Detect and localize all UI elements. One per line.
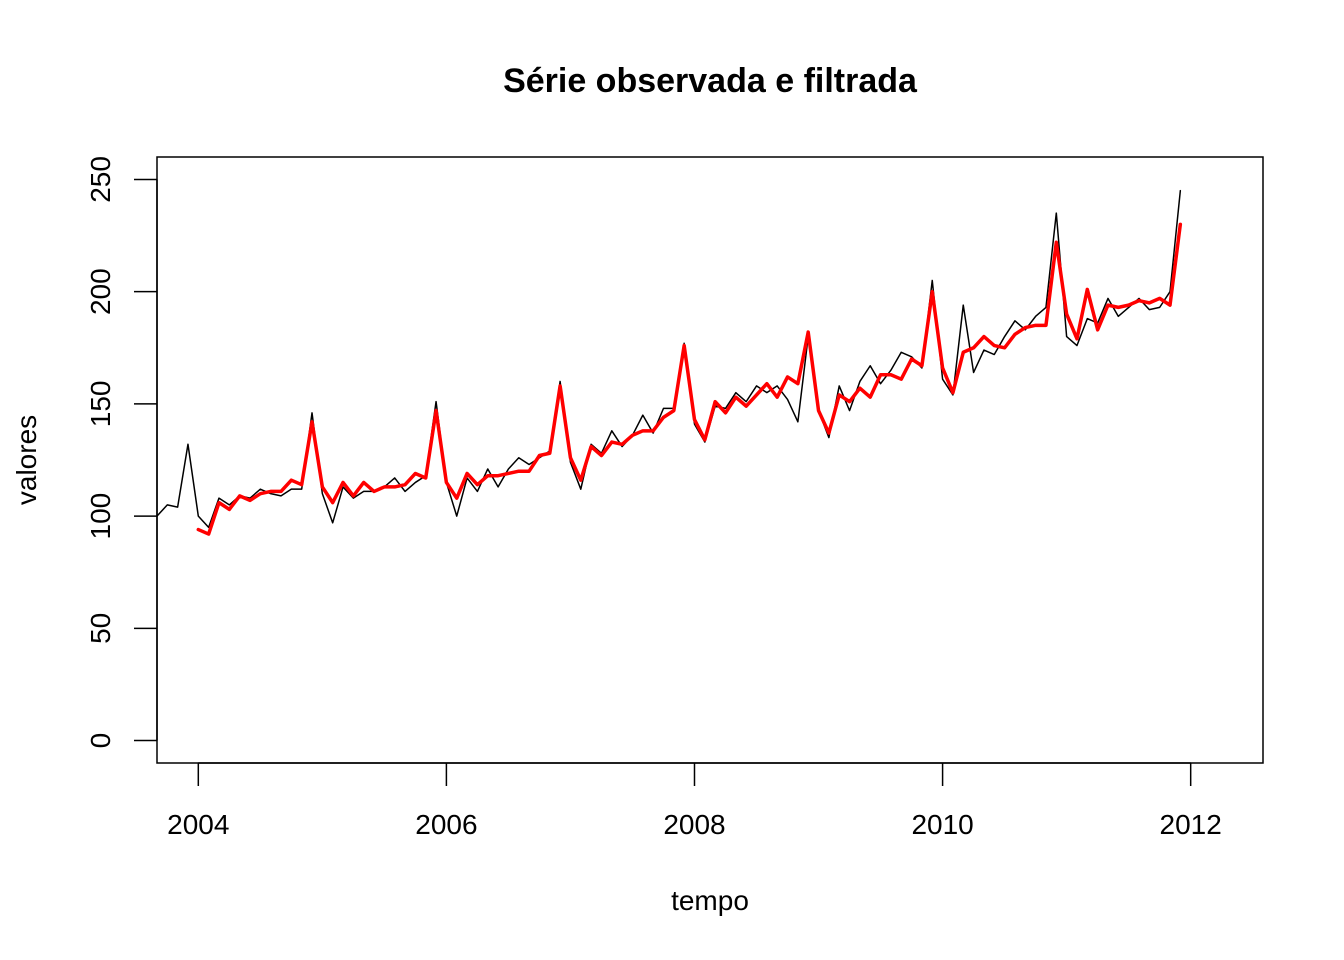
x-axis-label: tempo bbox=[671, 885, 749, 916]
x-tick-label: 2006 bbox=[415, 809, 477, 840]
observed-series-line bbox=[156, 189, 1182, 529]
x-tick-label: 2008 bbox=[663, 809, 725, 840]
y-tick-label: 250 bbox=[85, 156, 116, 203]
plot-box bbox=[156, 156, 1264, 764]
y-axis-label: valores bbox=[11, 415, 42, 505]
y-tick-label: 50 bbox=[85, 613, 116, 644]
x-axis: 2004 2006 2008 2010 2012 bbox=[167, 762, 1222, 840]
y-tick-label: 200 bbox=[85, 268, 116, 315]
x-tick-label: 2010 bbox=[911, 809, 973, 840]
x-tick-label: 2012 bbox=[1160, 809, 1222, 840]
y-tick-label: 0 bbox=[85, 733, 116, 749]
x-tick-label: 2004 bbox=[167, 809, 229, 840]
series-layer bbox=[156, 189, 1183, 536]
filtered-series-line bbox=[196, 222, 1183, 536]
y-tick-label: 150 bbox=[85, 381, 116, 428]
y-tick-label: 100 bbox=[85, 493, 116, 540]
chart-title: Série observada e filtrada bbox=[503, 62, 918, 100]
y-axis: 0 50 100 150 200 250 bbox=[85, 156, 158, 749]
